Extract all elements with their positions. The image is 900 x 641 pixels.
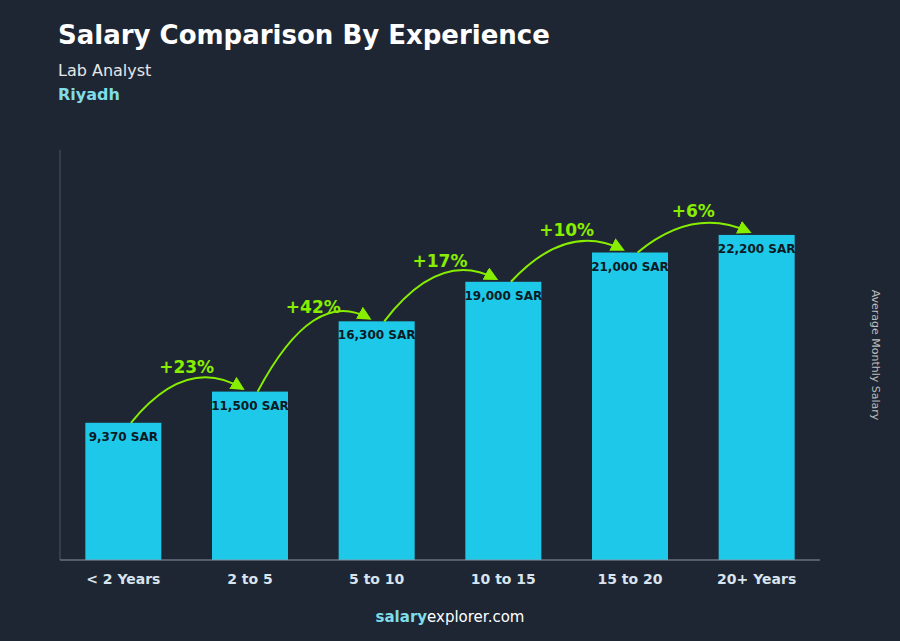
annotation: +23% bbox=[159, 357, 214, 377]
data-label: 9,370 SAR bbox=[89, 430, 158, 444]
x-tick-label: 5 to 10 bbox=[349, 571, 405, 587]
annotation: +17% bbox=[413, 251, 468, 271]
footer: salaryexplorer.com bbox=[376, 608, 525, 626]
bar bbox=[719, 235, 795, 560]
change-arc bbox=[131, 377, 242, 422]
x-tick-label: 15 to 20 bbox=[597, 571, 662, 587]
bar bbox=[592, 253, 668, 561]
annotation: +10% bbox=[539, 220, 594, 240]
data-label: 16,300 SAR bbox=[338, 328, 416, 342]
y-axis-line bbox=[60, 150, 61, 560]
bar bbox=[212, 392, 288, 560]
change-arcs bbox=[131, 223, 749, 423]
x-tick-label: 20+ Years bbox=[717, 571, 796, 587]
subtitle: Lab Analyst bbox=[58, 61, 151, 80]
subtitle: Riyadh bbox=[58, 85, 120, 104]
bar bbox=[465, 282, 541, 560]
footer-part: explorer.com bbox=[427, 608, 524, 626]
background bbox=[0, 0, 900, 641]
chart: Salary Comparison By Experience Lab Analy… bbox=[0, 0, 900, 641]
bars bbox=[85, 235, 794, 560]
x-tick-label: 2 to 5 bbox=[227, 571, 273, 587]
annotation: +42% bbox=[286, 297, 341, 317]
x-tick-label: 10 to 15 bbox=[471, 571, 536, 587]
data-label: 21,000 SAR bbox=[591, 260, 669, 274]
annotation: +6% bbox=[672, 201, 715, 221]
x-axis-line bbox=[60, 560, 820, 561]
bar bbox=[339, 321, 415, 560]
change-arc bbox=[638, 223, 749, 253]
footer-part: salary bbox=[376, 608, 428, 626]
data-label: 11,500 SAR bbox=[211, 399, 289, 413]
data-label: 22,200 SAR bbox=[718, 242, 796, 256]
title: Salary Comparison By Experience bbox=[58, 20, 550, 50]
change-arc bbox=[511, 241, 622, 282]
change-arc bbox=[384, 270, 495, 321]
data-label: 19,000 SAR bbox=[465, 289, 543, 303]
change-arc bbox=[258, 311, 369, 392]
x-tick-label: < 2 Years bbox=[86, 571, 160, 587]
y-axis-label: Average Monthly Salary bbox=[869, 290, 882, 421]
bar bbox=[85, 423, 161, 560]
